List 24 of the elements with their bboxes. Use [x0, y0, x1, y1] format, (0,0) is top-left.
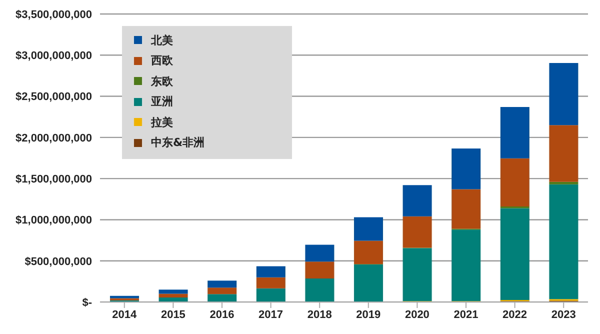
y-tick-label: $1,000,000,000 [16, 214, 92, 227]
y-tick-label: $1,500,000,000 [16, 173, 92, 186]
legend-label: 东欧 [151, 74, 173, 89]
x-tick-label: 2018 [307, 308, 332, 321]
x-tick-label: 2022 [502, 308, 528, 321]
y-tick-label: $2,500,000,000 [16, 91, 92, 104]
y-tick-label: $500,000,000 [24, 256, 92, 268]
x-tick-label: 2021 [454, 308, 478, 321]
legend-label: 北美 [151, 32, 173, 48]
legend-label: 拉美 [151, 114, 173, 130]
y-tick-label: $3,000,000,000 [16, 50, 92, 62]
x-tick-label: 2016 [210, 308, 234, 321]
legend-label: 西欧 [151, 53, 173, 68]
x-tick-label: 2015 [160, 308, 186, 321]
x-tick-label: 2017 [258, 308, 284, 321]
y-tick-label: $- [82, 296, 92, 309]
x-tick-label: 2019 [356, 308, 381, 321]
x-tick-label: 2020 [404, 308, 430, 321]
legend-label: 中东&非洲 [151, 135, 205, 150]
y-tick-label: $3,500,000,000 [16, 8, 92, 21]
x-tick-label: 2023 [551, 308, 576, 321]
legend-label: 亚洲 [151, 94, 173, 110]
y-tick-label: $2,000,000,000 [16, 132, 92, 144]
x-tick-label: 2014 [112, 308, 138, 321]
